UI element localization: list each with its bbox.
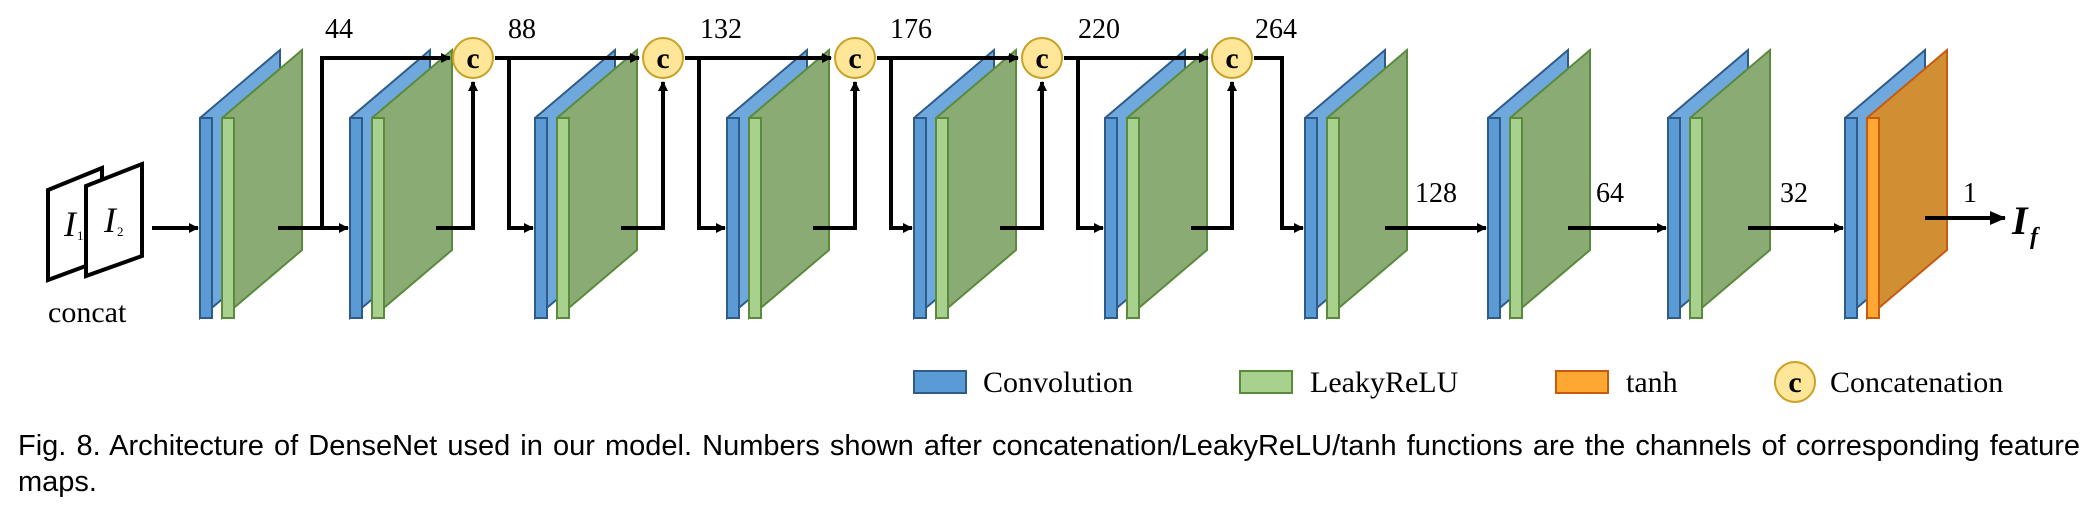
leakyrelu-layer-3 [556,47,638,321]
layer-block-6 [1104,47,1208,321]
input-image-2: I 2 [84,161,144,279]
concat-node-5-circle [1211,37,1253,79]
concat-node-1-symbol: c [466,42,479,75]
concat-node-3-symbol: c [848,42,861,75]
input-image-2-subscript: 2 [117,224,124,239]
leakyrelu-layer-2 [371,47,453,321]
dense-channel-label-4: 176 [890,14,932,45]
tail-channel-label-4: 1 [1963,178,1977,209]
concat-node-3-circle [834,37,876,79]
layer-block-7 [1304,47,1408,321]
leakyrelu-layer-5 [935,47,1017,321]
dense-channel-label-5: 220 [1078,14,1120,45]
concat-node-4-circle [1021,37,1063,79]
figure-caption: Fig. 8. Architecture of DenseNet used in… [18,430,2080,498]
input-images: I 1 I 2 concat [46,161,144,329]
layer-block-1 [199,47,303,321]
concat-node-4-symbol: c [1035,42,1048,75]
layer-block-5 [913,47,1017,321]
dense-channel-label-2: 88 [508,14,536,45]
layer-block-3 [534,47,638,321]
layer-block-8 [1487,47,1591,321]
leakyrelu-layer-6 [1126,47,1208,321]
concat-node-3: c [834,37,876,79]
concat-node-2-symbol: c [656,42,669,75]
legend-convolution: Convolution [913,366,1133,399]
channel-labels: 44 88 132 176 220 264 128 64 32 1 [325,14,1977,209]
output-letter: I [2011,198,2029,243]
layer-block-2 [349,47,453,321]
edge-concat-3-to-block-5 [889,58,913,233]
edge-concat-1-to-block-3 [507,58,534,233]
tanh-layer-10 [1866,47,1948,321]
leakyrelu-layer-7 [1326,47,1408,321]
dense-channel-label-1: 44 [325,14,353,45]
layer-block-10 [1844,47,1948,321]
edge-concat-4-to-block-6 [1076,58,1104,233]
edge-block-2-to-concat-1 [436,81,478,230]
concat-node-2-circle [642,37,684,79]
leakyrelu-layer-1 [221,47,303,321]
concat-node-4: c [1021,37,1063,79]
legend-concatenation-label: Concatenation [1830,366,2003,399]
layer-blocks [199,47,1948,321]
input-image-1-subscript: 1 [77,228,84,243]
legend-leakyrelu: LeakyReLU [1239,366,1459,399]
legend-concatenation-c: c [1788,366,1801,399]
concat-node-1-circle [452,37,494,79]
layer-block-9 [1667,47,1771,321]
legend-concatenation-symbol [1774,361,1816,403]
edge-block-3-to-concat-2 [621,81,668,230]
legend-concatenation: c Concatenation [1774,361,2003,403]
legend-leakyrelu-swatch [1239,370,1293,394]
edge-concat-2-to-block-4 [697,58,726,233]
concat-node-5-symbol: c [1225,42,1238,75]
legend-convolution-swatch [913,370,967,394]
concat-node-2: c [642,37,684,79]
leakyrelu-layer-8 [1509,47,1591,321]
input-image-2-letter: I [103,200,118,240]
layer-block-4 [726,47,830,321]
edge-block-5-to-concat-4 [1000,81,1047,230]
edge-block-6-to-concat-5 [1191,81,1237,230]
input-image-1-letter: I [63,204,78,244]
output-label: I f [2011,198,2040,250]
legend-tanh-label: tanh [1626,366,1678,399]
edge-concat-5-to-block-7 [1254,56,1304,233]
legend-tanh-swatch [1555,370,1609,394]
connection-edges [152,53,2006,233]
dense-channel-label-6: 264 [1255,14,1297,45]
tail-channel-label-2: 64 [1596,178,1624,209]
legend-tanh: tanh [1555,366,1678,399]
dense-channel-label-3: 132 [700,14,742,45]
output-subscript: f [2030,224,2040,250]
input-concat-label: concat [48,296,127,329]
leakyrelu-layer-4 [748,47,830,321]
leakyrelu-layer-9 [1689,47,1771,321]
tail-channel-label-1: 128 [1415,178,1457,209]
edge-skip-to-concat-1 [320,53,451,228]
concat-node-1: c [452,37,494,79]
legend-convolution-label: Convolution [983,366,1133,399]
edge-block-4-to-concat-3 [813,81,860,230]
legend: Convolution LeakyReLU tanh c Concatenati… [913,361,2003,403]
legend-leakyrelu-label: LeakyReLU [1310,366,1459,399]
tail-channel-label-3: 32 [1780,178,1808,209]
concat-node-5: c [1211,37,1253,79]
